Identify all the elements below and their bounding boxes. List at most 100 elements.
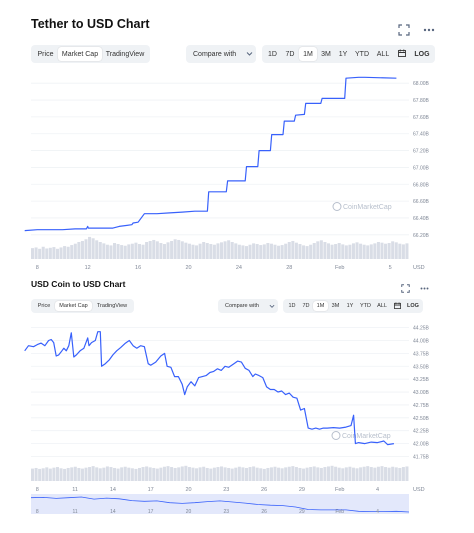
compare-with-dropdown[interactable]: Compare with [218, 299, 278, 313]
calendar-button[interactable] [393, 47, 411, 61]
x-tick-label: 8 [36, 487, 39, 493]
more-icon[interactable] [420, 280, 429, 290]
volume-bar [294, 467, 298, 481]
tab-tradingview[interactable]: TradingView [96, 303, 128, 309]
navigator-range [31, 494, 409, 514]
volume-bar [134, 468, 138, 481]
volume-bar [198, 467, 202, 481]
volume-bar [273, 466, 277, 481]
range-1d[interactable]: 1D [268, 50, 277, 58]
volume-bar [148, 240, 152, 259]
volume-bar [262, 244, 266, 259]
volume-bar [145, 466, 149, 481]
log-toggle[interactable]: LOG [407, 303, 419, 309]
volume-bar [394, 242, 398, 259]
volume-bar [84, 239, 88, 259]
range-ytd[interactable]: YTD [355, 50, 369, 58]
range-3m[interactable]: 3M [331, 303, 340, 309]
volume-bar [209, 468, 213, 481]
watermark-text: CoinMarketCap [342, 433, 391, 440]
range-ytd[interactable]: YTD [360, 303, 371, 309]
volume-bar [220, 466, 224, 481]
fullscreen-icon[interactable] [401, 280, 410, 293]
volume-bar [45, 248, 49, 259]
volume-bar [259, 468, 263, 481]
volume-bar [116, 468, 120, 481]
volume-bar [127, 467, 131, 481]
volume-bar [180, 466, 184, 481]
fullscreen-icon[interactable] [398, 23, 410, 36]
tab-tradingview[interactable]: TradingView [105, 50, 145, 58]
volume-bar [66, 467, 70, 481]
chevron-down-icon [269, 303, 275, 311]
calendar-button[interactable] [390, 301, 405, 311]
volume-bar [398, 243, 402, 259]
range-1d[interactable]: 1D [288, 303, 296, 309]
volume-bar [70, 245, 74, 259]
range-1m[interactable]: 1M [299, 47, 317, 61]
x-tick-label: 20 [185, 487, 191, 493]
volume-bar [55, 467, 59, 481]
range-7d[interactable]: 7D [285, 50, 295, 58]
volume-bar [344, 245, 348, 259]
tab-price[interactable]: Price [37, 303, 51, 309]
volume-bar [155, 241, 159, 259]
range-all[interactable]: ALL [376, 50, 390, 58]
volume-bar [405, 243, 409, 259]
volume-bar [137, 467, 142, 481]
volume-bar [159, 467, 163, 481]
volume-bar [287, 466, 291, 481]
volume-bar [166, 466, 170, 481]
volume-bar [152, 239, 156, 259]
volume-bar [323, 467, 327, 481]
log-toggle[interactable]: LOG [414, 50, 430, 58]
volume-bar [319, 240, 323, 259]
volume-bar [130, 243, 134, 259]
volume-bar [237, 466, 241, 481]
volume-bar [234, 467, 238, 481]
navigator-tick-label: 14 [110, 509, 116, 515]
range-all[interactable]: ALL [377, 303, 387, 309]
volume-bar [319, 467, 323, 481]
tab-market-cap[interactable]: Market Cap [58, 47, 102, 61]
compare-with-dropdown[interactable]: Compare with [186, 45, 256, 63]
volume-bar [38, 248, 42, 259]
watermark-logo [331, 431, 341, 440]
range-tabs: 1D 7D 1M 3M 1Y YTD ALL LOG [283, 299, 423, 313]
more-icon[interactable] [423, 23, 435, 35]
volume-bar [398, 467, 402, 481]
range-1m[interactable]: 1M [313, 301, 328, 311]
y-tick-label: 66.40B [413, 216, 430, 222]
volume-bar [269, 243, 273, 259]
volume-bar [80, 468, 84, 481]
volume-bar [241, 467, 245, 481]
x-tick-label: 29 [299, 487, 305, 493]
x-tick-label: 24 [236, 265, 242, 271]
volume-bar [401, 244, 405, 259]
range-1y[interactable]: 1Y [338, 50, 348, 58]
volume-bar [212, 244, 216, 259]
tab-market-cap[interactable]: Market Cap [55, 301, 92, 311]
range-3m[interactable]: 3M [321, 50, 331, 58]
volume-bar [405, 466, 409, 481]
volume-bar [52, 467, 56, 481]
x-tick-label: 17 [148, 487, 154, 493]
chevron-down-icon [246, 50, 253, 59]
tab-price[interactable]: Price [37, 50, 54, 58]
range-7d[interactable]: 7D [302, 303, 310, 309]
volume-bar [244, 467, 248, 481]
y-tick-label: 41.75B [413, 454, 430, 460]
volume-bar [269, 467, 273, 481]
volume-bar [202, 466, 206, 481]
volume-bar [384, 243, 388, 259]
volume-bar [355, 468, 359, 481]
volume-bar [280, 468, 284, 481]
volume-bar [326, 243, 331, 259]
volume-bar [73, 243, 77, 259]
volume-bar [187, 467, 191, 481]
range-1y[interactable]: 1Y [346, 303, 354, 309]
volume-bar [209, 244, 213, 259]
volume-bar [31, 468, 35, 481]
x-tick-label: 28 [286, 265, 292, 271]
navigator-tick-label: 23 [224, 509, 230, 515]
